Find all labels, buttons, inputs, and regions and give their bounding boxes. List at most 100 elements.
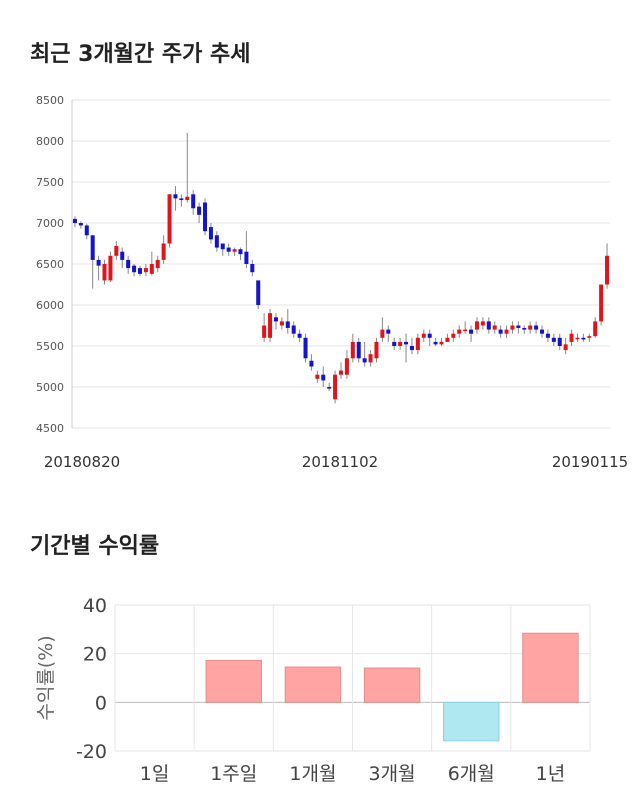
candle-down bbox=[197, 206, 202, 215]
candle-up bbox=[445, 337, 450, 342]
x-tick-label: 20180820 bbox=[44, 453, 120, 471]
x-tick-label: 3개월 bbox=[369, 763, 416, 785]
x-tick-label: 1주일 bbox=[210, 763, 257, 785]
candle-down bbox=[126, 259, 131, 269]
candle-down bbox=[203, 202, 208, 232]
candle-up bbox=[102, 264, 107, 281]
candle-up bbox=[605, 255, 610, 285]
candle-up bbox=[421, 333, 426, 338]
candle-down bbox=[238, 249, 243, 255]
candle-down bbox=[208, 227, 213, 240]
candle-up bbox=[492, 325, 497, 330]
candle-down bbox=[362, 358, 367, 363]
y-tick-label: -20 bbox=[76, 741, 107, 763]
candle-up bbox=[415, 337, 420, 351]
candle-down bbox=[557, 337, 562, 346]
candle-up bbox=[279, 321, 284, 326]
candle-up bbox=[149, 264, 154, 274]
candle-down bbox=[327, 387, 332, 389]
candle-down bbox=[404, 341, 409, 345]
candle-down bbox=[433, 341, 438, 345]
y-tick-label: 0 bbox=[95, 692, 107, 714]
candle-up bbox=[457, 329, 462, 334]
candle-down bbox=[534, 325, 539, 330]
y-tick-label: 8500 bbox=[36, 94, 64, 107]
candle-chart-title: 최근 3개월간 주가 추세 bbox=[30, 42, 251, 67]
candle-up bbox=[593, 321, 598, 337]
candle-down bbox=[522, 327, 527, 330]
candle-up bbox=[368, 354, 373, 363]
y-tick-label: 40 bbox=[83, 595, 107, 617]
candle-down bbox=[486, 321, 491, 330]
candle-down bbox=[90, 235, 95, 260]
candle-up bbox=[161, 243, 166, 260]
candle-up bbox=[344, 358, 349, 375]
candle-down bbox=[244, 251, 249, 264]
candle-up bbox=[185, 196, 190, 201]
candle-down bbox=[303, 337, 308, 359]
candle-down bbox=[256, 280, 261, 305]
candle-down bbox=[469, 329, 474, 334]
candle-down bbox=[132, 265, 137, 273]
candle-up bbox=[315, 374, 320, 379]
candle-up bbox=[528, 325, 533, 330]
x-tick-label: 1일 bbox=[140, 763, 170, 785]
y-tick-label: 5500 bbox=[36, 340, 64, 353]
returns-chart-title: 기간별 수익률 bbox=[30, 534, 160, 559]
candle-up bbox=[510, 325, 515, 330]
x-tick-label: 1개월 bbox=[289, 763, 336, 785]
candle-up bbox=[333, 374, 338, 400]
candle-up bbox=[108, 255, 113, 281]
candle-down bbox=[179, 198, 184, 201]
candle-down bbox=[173, 194, 178, 199]
candle-up bbox=[380, 329, 385, 338]
candle-down bbox=[137, 268, 142, 274]
y-tick-label: 20 bbox=[83, 644, 107, 666]
candle-up bbox=[480, 321, 485, 326]
candle-down bbox=[214, 235, 219, 248]
candle-down bbox=[120, 251, 125, 260]
candle-down bbox=[545, 333, 550, 338]
candle-up bbox=[155, 259, 160, 269]
candle-up bbox=[569, 333, 574, 342]
candle-down bbox=[226, 247, 231, 252]
candle-down bbox=[96, 259, 101, 266]
candle-down bbox=[84, 225, 89, 236]
candle-down bbox=[191, 194, 196, 209]
x-tick-label: 20181102 bbox=[302, 453, 378, 471]
candle-up bbox=[439, 341, 444, 345]
candle-up bbox=[563, 344, 568, 351]
y-tick-label: 4500 bbox=[36, 422, 64, 435]
candle-down bbox=[291, 325, 296, 334]
candle-down bbox=[516, 325, 521, 328]
y-tick-label: 6000 bbox=[36, 299, 64, 312]
candle-down bbox=[285, 321, 290, 328]
candle-up bbox=[114, 245, 119, 256]
candle-down bbox=[409, 346, 414, 351]
candle-up bbox=[504, 329, 509, 334]
candle-down bbox=[321, 374, 326, 381]
candle-down bbox=[498, 329, 503, 334]
y-tick-label: 6500 bbox=[36, 258, 64, 271]
y-tick-label: 5000 bbox=[36, 381, 64, 394]
candle-down bbox=[551, 337, 556, 342]
candle-up bbox=[451, 333, 456, 338]
candle-down bbox=[297, 333, 302, 338]
candle-down bbox=[581, 337, 586, 340]
candle-down bbox=[386, 329, 391, 334]
x-tick-label: 1년 bbox=[536, 763, 566, 785]
candlestick-chart: 4500 5000 5500 6000 6500 7000 7500 8000 8500 2018… bbox=[36, 94, 628, 471]
candle-down bbox=[78, 223, 83, 226]
bar bbox=[522, 632, 579, 703]
candle-up bbox=[167, 194, 172, 244]
candle-up bbox=[474, 321, 479, 330]
candle-down bbox=[540, 329, 545, 334]
candle-up bbox=[463, 329, 468, 332]
y-axis-label: 수익률(%) bbox=[35, 635, 57, 720]
candle-up bbox=[268, 313, 273, 338]
candle-down bbox=[273, 317, 278, 322]
x-tick-label: 20190115 bbox=[552, 453, 628, 471]
candle-down bbox=[72, 218, 77, 223]
x-tick-label: 6개월 bbox=[448, 763, 495, 785]
candle-up bbox=[575, 337, 580, 340]
